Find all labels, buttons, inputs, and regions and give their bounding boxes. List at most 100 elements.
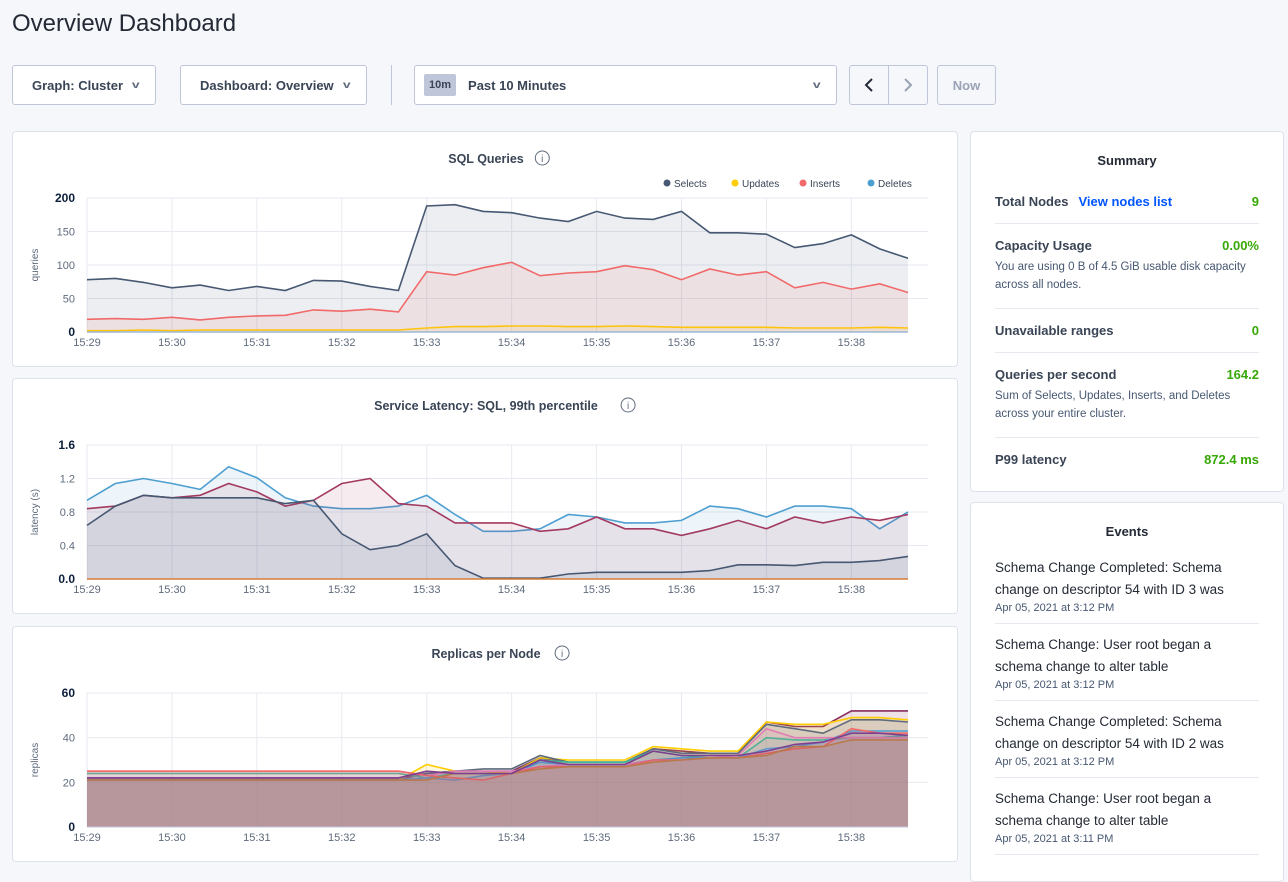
- replicas-per-node-chart: Replicas per Node i replicas 0 20 40 60 15:29 15…: [12, 626, 958, 862]
- dashboard-select[interactable]: Dashboard: Overview v: [180, 65, 367, 105]
- series-line-updates: [87, 325, 909, 332]
- series-line-series-2: [86, 477, 909, 537]
- event-text: Schema Change Completed: Schema change o…: [995, 560, 1224, 597]
- y-tick-label: 40: [63, 733, 75, 745]
- x-tick-label: 15:34: [498, 337, 526, 349]
- legend-dot: [799, 179, 807, 187]
- series-area-series-1: [87, 710, 908, 827]
- legend-item: Updates: [731, 179, 779, 190]
- series-area-series-3: [87, 495, 908, 579]
- legend-label: Updates: [742, 179, 779, 190]
- x-tick-label: 15:31: [243, 584, 271, 596]
- x-tick-label: 15:30: [158, 584, 186, 596]
- summary-capacity: Capacity Usage 0.00% You are using 0 B of …: [995, 224, 1259, 309]
- x-tick-label: 15:33: [413, 584, 441, 596]
- event-item[interactable]: Schema Change Completed: Schema change o…: [995, 701, 1259, 778]
- series-area-series-1: [87, 466, 908, 579]
- x-tick-label: 15:36: [668, 832, 696, 844]
- legend-dot: [867, 179, 875, 187]
- event-item[interactable]: Schema Change: User root began a schema …: [995, 778, 1259, 855]
- qps-value: 164.2: [1226, 367, 1259, 382]
- series-area-series-2: [87, 478, 908, 579]
- x-tick-label: 15:35: [583, 832, 611, 844]
- event-item[interactable]: Schema Change Completed: Schema change o…: [995, 547, 1259, 624]
- event-time: Apr 05, 2021 at 3:11 PM: [995, 833, 1114, 845]
- event-text: Schema Change: User root began a schema …: [995, 791, 1212, 828]
- info-icon-circle: [554, 645, 570, 661]
- legend-dot: [663, 179, 671, 187]
- info-icon: i: [620, 397, 636, 413]
- y-tick-label: 100: [57, 260, 75, 272]
- info-icon-circle: [620, 397, 636, 413]
- chart-title: Service Latency: SQL, 99th percentile: [374, 399, 598, 413]
- event-time: Apr 05, 2021 at 3:12 PM: [995, 602, 1115, 614]
- x-tick-label: 15:34: [498, 832, 526, 844]
- qps-label: Queries per second: [995, 367, 1117, 382]
- x-tick-label: 15:33: [413, 337, 441, 349]
- events-panel: Events Schema Change Completed: Schema c…: [970, 502, 1284, 882]
- x-tick-label: 15:38: [838, 584, 866, 596]
- info-icon: i: [534, 150, 550, 166]
- y-tick-label: 1.2: [60, 474, 75, 486]
- event-item[interactable]: Schema Change: User root began a schema …: [995, 624, 1259, 701]
- y-tick-label: 0: [68, 820, 75, 834]
- total-nodes-label: Total Nodes: [995, 194, 1069, 209]
- event-time: Apr 05, 2021 at 3:12 PM: [995, 679, 1115, 691]
- graph-select[interactable]: Graph: Cluster v: [12, 65, 156, 105]
- x-tick-label: 15:37: [753, 584, 781, 596]
- capacity-label: Capacity Usage: [995, 238, 1092, 253]
- summary-p99: P99 latency 872.4 ms: [995, 438, 1259, 481]
- series-area-series-6: [87, 728, 908, 827]
- chevron-right-icon: [904, 78, 913, 92]
- time-range-label: Past 10 Minutes: [468, 77, 567, 93]
- x-tick-label: 15:37: [753, 337, 781, 349]
- event-time: Apr 05, 2021 at 3:12 PM: [995, 756, 1115, 768]
- x-tick-label: 15:31: [243, 832, 271, 844]
- series-area-series-2: [87, 717, 908, 827]
- chevron-down-icon: v: [131, 79, 140, 91]
- summary-qps: Queries per second 164.2 Sum of Selects, U…: [995, 353, 1259, 438]
- summary-unavailable: Unavailable ranges 0: [995, 309, 1259, 353]
- y-tick-label: 60: [62, 686, 76, 700]
- x-tick-label: 15:36: [668, 584, 696, 596]
- legend-label: Selects: [674, 179, 707, 190]
- time-range-select[interactable]: 10m Past 10 Minutes v: [414, 65, 837, 105]
- x-tick-label: 15:38: [838, 832, 866, 844]
- event-text: Schema Change Completed: Schema change o…: [995, 714, 1224, 751]
- summary-title: Summary: [1097, 153, 1157, 168]
- qps-desc: Sum of Selects, Updates, Inserts, and De…: [995, 390, 1231, 420]
- x-tick-label: 15:38: [838, 337, 866, 349]
- series-line-series-7: [87, 727, 908, 781]
- next-time-button[interactable]: [888, 65, 928, 105]
- now-button[interactable]: Now: [937, 65, 996, 105]
- y-tick-label: 1.6: [58, 438, 75, 452]
- chevron-down-icon: v: [813, 79, 822, 91]
- unavailable-label: Unavailable ranges: [995, 323, 1114, 338]
- x-tick-label: 15:29: [73, 337, 101, 349]
- x-tick-label: 15:32: [328, 832, 356, 844]
- series-area-series-8: [87, 739, 908, 827]
- y-tick-label: 0: [68, 325, 75, 339]
- x-tick-label: 15:29: [73, 584, 101, 596]
- events-title: Events: [1105, 524, 1149, 539]
- previous-time-button[interactable]: [849, 65, 889, 105]
- page-title: Overview Dashboard: [12, 10, 237, 37]
- y-tick-label: 0.0: [58, 572, 75, 586]
- y-tick-label: 0.8: [60, 507, 75, 519]
- capacity-value: 0.00%: [1222, 238, 1259, 253]
- series-line-selects: [86, 203, 909, 292]
- capacity-desc: You are using 0 B of 4.5 GiB usable disk…: [995, 261, 1246, 291]
- y-tick-label: 50: [63, 294, 75, 306]
- chart-title: Replicas per Node: [431, 647, 540, 661]
- view-nodes-link[interactable]: View nodes list: [1078, 194, 1173, 209]
- service-latency-chart: Service Latency: SQL, 99th percentile i la…: [12, 378, 958, 614]
- y-tick-label: 200: [55, 191, 75, 205]
- sql-queries-chart: SQL Queries i queries 0 50 100 150 200 15:29 15:3…: [12, 131, 958, 367]
- x-tick-label: 15:32: [328, 337, 356, 349]
- x-tick-label: 15:35: [583, 584, 611, 596]
- x-tick-label: 15:34: [498, 584, 526, 596]
- info-icon-glyph: i: [561, 649, 563, 660]
- x-tick-label: 15:37: [753, 832, 781, 844]
- x-tick-label: 15:33: [413, 832, 441, 844]
- series-area-series-9: [87, 733, 908, 827]
